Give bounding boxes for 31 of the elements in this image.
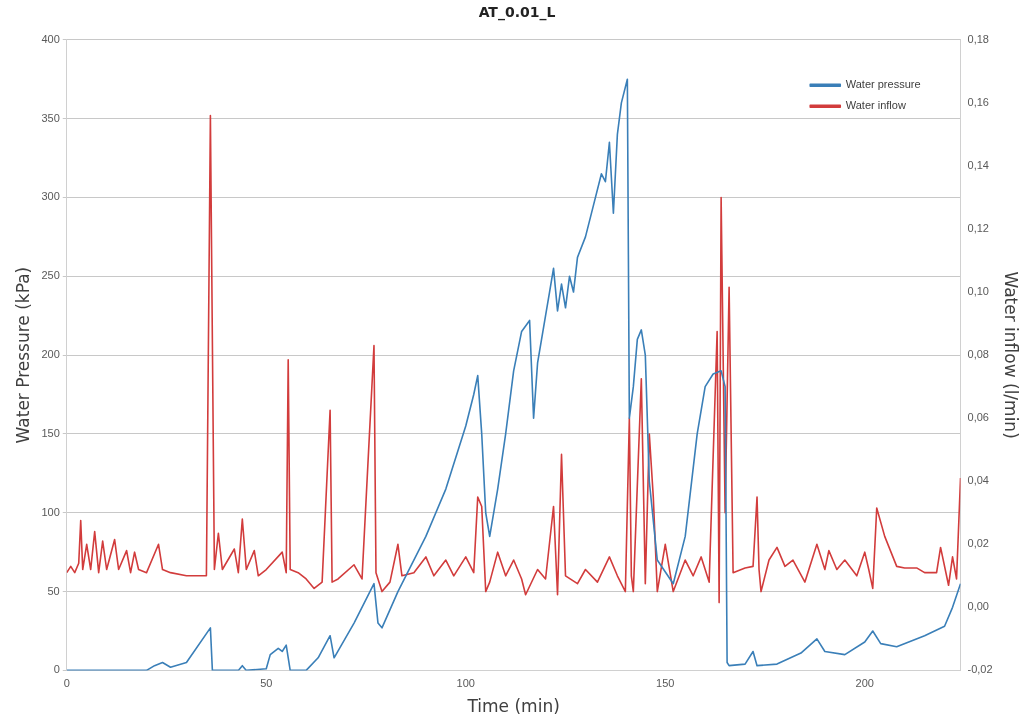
legend-label: Water pressure: [845, 78, 921, 91]
y-tick-label: 350: [41, 111, 60, 124]
y-tick-label: 0: [53, 663, 60, 676]
y2-tick-label: 0,16: [967, 95, 989, 108]
y2-tick-label: 0,00: [967, 600, 989, 613]
y-tick-label: 50: [47, 584, 60, 597]
y-tick-label: 400: [41, 32, 60, 45]
y2-tick-label: 0,12: [967, 222, 989, 235]
x-axis-title: Time (min): [466, 696, 560, 717]
y2-tick-label: 0,04: [967, 474, 989, 487]
y-tick-label: 250: [41, 269, 60, 282]
y-axis-title: Water Pressure (kPa): [12, 266, 33, 444]
y2-tick-label: 0,10: [967, 285, 989, 298]
y2-axis-title: Water inflow (l/min): [1001, 271, 1022, 439]
y-tick-label: 150: [41, 426, 60, 439]
y-tick-label: 200: [41, 348, 60, 361]
chart-title: AT_0.01_L: [478, 4, 556, 22]
y2-tick-label: 0,06: [967, 411, 989, 424]
y-tick-label: 100: [41, 505, 60, 518]
x-tick-label: 0: [63, 677, 70, 690]
legend-label: Water inflow: [845, 99, 906, 112]
y2-tick-label: 0,18: [967, 32, 989, 45]
y2-tick-label: 0,08: [967, 348, 989, 361]
y2-tick-label: -0,02: [967, 663, 993, 676]
y-tick-label: 300: [41, 190, 60, 203]
x-tick-label: 150: [656, 677, 675, 690]
x-tick-label: 100: [456, 677, 475, 690]
y2-tick-label: 0,14: [967, 158, 989, 171]
y2-tick-label: 0,02: [967, 537, 989, 550]
x-tick-label: 50: [260, 677, 273, 690]
x-tick-label: 200: [855, 677, 874, 690]
